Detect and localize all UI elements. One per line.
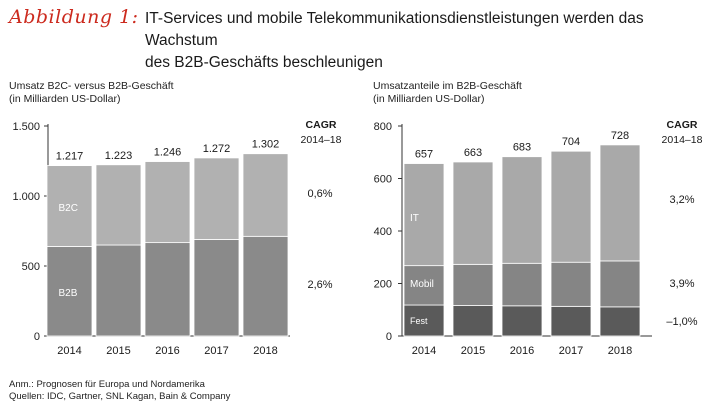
right-bar-mobil-2015 — [452, 263, 494, 306]
right-ytick-label: 200 — [374, 279, 392, 291]
left-total-label-2017: 1.272 — [203, 143, 231, 155]
left-ytick-label: 500 — [22, 261, 40, 273]
right-bar-fest-2014 — [403, 304, 445, 337]
right-total-label-2014: 657 — [415, 149, 433, 161]
right-bar-mobil-2014 — [403, 265, 445, 306]
charts-canvas: 0 500 1.000 1.500 1.217 2014 1.223 2015 1.246 201… — [12, 121, 697, 357]
right-ytick-label: 800 — [374, 121, 392, 133]
left-bar-b2b-2017 — [193, 238, 240, 337]
right-category-label-2018: 2018 — [608, 345, 632, 357]
right-cagr-period: 2014–18 — [661, 134, 703, 146]
left-bar-b2c-2014 — [46, 165, 93, 247]
right-bar-it-2016 — [501, 156, 543, 264]
right-bar-it-2015 — [452, 161, 494, 265]
figure-title-line-2: des B2B-Geschäfts beschleunigen — [145, 54, 383, 71]
left-bar-b2b-2014 — [46, 245, 93, 337]
right-bar-mobil-2017 — [550, 261, 592, 307]
left-total-label-2018: 1.302 — [252, 139, 280, 151]
right-bar-fest-2018 — [599, 306, 641, 337]
left-cagr-value-b2b: 2,6% — [307, 279, 332, 291]
left-total-label-2015: 1.223 — [105, 150, 133, 162]
left-category-label-2018: 2018 — [253, 345, 277, 357]
right-bar-fest-2017 — [550, 305, 592, 337]
footnote: Anm.: Prognosen für Europa und Nordameri… — [9, 379, 230, 403]
left-bar-b2b-2016 — [144, 242, 191, 337]
figure-title-line-1: IT-Services und mobile Telekommunikation… — [145, 10, 644, 49]
right-bar-fest-2015 — [452, 305, 494, 337]
right-bar-fest-2016 — [501, 305, 543, 337]
right-cagr-title: CAGR — [666, 119, 698, 131]
right-total-label-2015: 663 — [464, 147, 482, 159]
right-category-label-2015: 2015 — [461, 345, 485, 357]
right-bar-it-2014 — [403, 163, 445, 267]
footnote-note: Anm.: Prognosen für Europa und Nordameri… — [9, 379, 205, 390]
left-chart-subtitle-line-1: Umsatz B2C- versus B2B-Geschäft — [9, 80, 174, 92]
footnote-sources: Quellen: IDC, Gartner, SNL Kagan, Bain &… — [9, 391, 231, 402]
left-cagr-header: CAGR 2014–18 — [291, 118, 351, 148]
right-total-label-2018: 728 — [611, 130, 629, 142]
right-series-label-fest: Fest — [410, 316, 428, 326]
right-series-label-mobil: Mobil — [410, 279, 434, 290]
left-bar-b2c-2018 — [242, 153, 289, 237]
right-category-label-2017: 2017 — [559, 345, 583, 357]
left-cagr-period: 2014–18 — [300, 134, 342, 146]
left-series-label-b2c: B2C — [59, 203, 78, 214]
left-chart-subtitle-line-2: (in Milliarden US-Dollar) — [9, 93, 121, 105]
right-bar-mobil-2016 — [501, 262, 543, 307]
right-chart-subtitle-line-2: (in Milliarden US-Dollar) — [373, 93, 485, 105]
left-chart-subtitle: Umsatz B2C- versus B2B-Geschäft (in Mill… — [9, 80, 174, 106]
right-bar-it-2017 — [550, 150, 592, 263]
left-cagr-value-b2c: 0,6% — [307, 188, 332, 200]
left-bar-b2b-2018 — [242, 235, 289, 337]
right-chart-subtitle-line-1: Umsatzanteile im B2B-Geschäft — [373, 80, 522, 92]
right-ytick-label: 600 — [374, 174, 392, 186]
left-total-label-2016: 1.246 — [154, 147, 182, 159]
right-category-label-2014: 2014 — [412, 345, 436, 357]
left-bar-b2c-2015 — [95, 164, 142, 246]
right-total-label-2016: 683 — [513, 142, 531, 154]
left-ytick-label: 1.500 — [12, 121, 40, 133]
left-category-label-2016: 2016 — [155, 345, 179, 357]
left-bar-b2c-2017 — [193, 157, 240, 240]
figure-label: Abbildung 1: — [9, 6, 139, 28]
figure-header: Abbildung 1: IT-Services und mobile Tele… — [9, 6, 699, 71]
left-total-label-2014: 1.217 — [56, 151, 84, 163]
right-bar-mobil-2018 — [599, 260, 641, 308]
right-cagr-value-mobil: 3,9% — [669, 278, 694, 290]
left-ytick-label: 1.000 — [12, 191, 40, 203]
right-category-label-2016: 2016 — [510, 345, 534, 357]
left-series-label-b2b: B2B — [59, 288, 78, 299]
right-ytick-label: 0 — [386, 331, 392, 343]
figure-title: IT-Services und mobile Telekommunikation… — [145, 8, 705, 74]
left-cagr-title: CAGR — [305, 119, 337, 131]
right-chart-subtitle: Umsatzanteile im B2B-Geschäft (in Millia… — [373, 80, 522, 106]
left-category-label-2014: 2014 — [57, 345, 81, 357]
left-bar-b2b-2015 — [95, 244, 142, 337]
right-cagr-header: CAGR 2014–18 — [652, 118, 710, 148]
right-bar-it-2018 — [599, 144, 641, 262]
right-series-label-it: IT — [410, 213, 419, 224]
right-cagr-value-fest: –1,0% — [666, 316, 697, 328]
left-category-label-2017: 2017 — [204, 345, 228, 357]
left-category-label-2015: 2015 — [106, 345, 130, 357]
right-cagr-value-it: 3,2% — [669, 194, 694, 206]
left-ytick-label: 0 — [34, 331, 40, 343]
left-bar-b2c-2016 — [144, 161, 191, 244]
right-ytick-label: 400 — [374, 226, 392, 238]
right-total-label-2017: 704 — [562, 136, 580, 148]
